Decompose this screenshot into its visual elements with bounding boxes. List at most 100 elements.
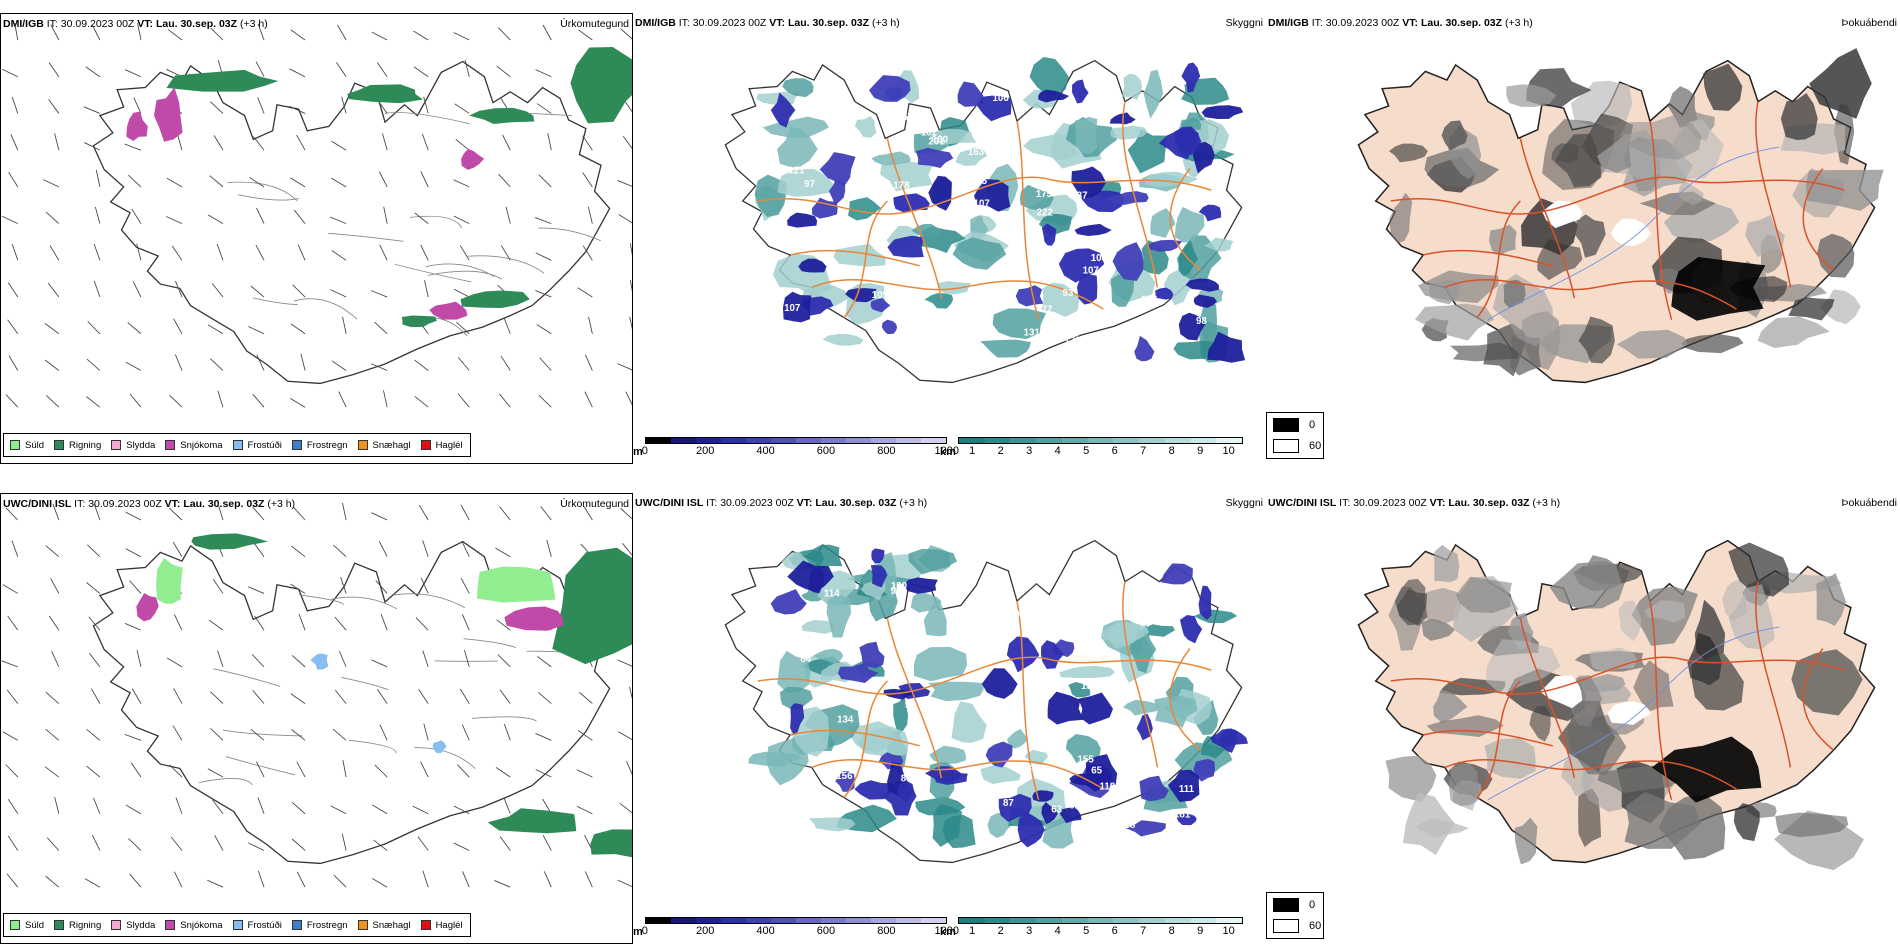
field-area <box>1185 278 1219 292</box>
cloud-value-label: 156 <box>836 771 853 782</box>
field-area <box>790 703 805 735</box>
wind-barb <box>380 613 388 631</box>
wind-barb <box>543 871 552 888</box>
field-area <box>1179 615 1203 644</box>
wind-barb <box>171 245 183 261</box>
wind-barb <box>170 836 183 851</box>
scale-swatch <box>720 918 746 923</box>
wind-barb <box>546 539 552 557</box>
legend-swatch <box>165 920 176 930</box>
wind-barb <box>176 133 183 151</box>
wind-barb <box>212 578 224 594</box>
contour-line <box>341 677 389 691</box>
wind-barb <box>169 394 183 408</box>
field-area <box>1728 584 1775 650</box>
wind-barb <box>588 316 593 334</box>
wind-barb <box>414 212 429 224</box>
field-name: Úrkomutegund <box>560 498 629 510</box>
road-line <box>843 200 888 319</box>
wind-barb <box>54 133 60 151</box>
field-area <box>1780 93 1818 140</box>
wind-barb <box>7 319 19 335</box>
wind-barb <box>89 652 101 668</box>
wind-barb <box>460 577 470 594</box>
wind-barb <box>93 243 101 261</box>
field-area <box>1574 214 1606 258</box>
wind-barb <box>587 206 593 224</box>
wind-barb <box>456 764 470 778</box>
wind-barb <box>125 511 142 521</box>
field-area <box>845 288 877 303</box>
field-area <box>1041 282 1080 317</box>
wind-barb <box>535 69 552 78</box>
wind-barb <box>6 689 19 704</box>
wind-barb <box>91 834 101 851</box>
wind-barb <box>617 659 632 667</box>
scale-swatch <box>645 918 671 923</box>
field-area <box>837 663 879 684</box>
legend-label: Súld <box>25 439 45 451</box>
field-area <box>1038 89 1070 103</box>
wind-barb <box>539 357 552 371</box>
wind-barb <box>91 24 101 41</box>
wind-barb <box>209 175 224 188</box>
wind-barb <box>169 764 183 778</box>
wind-barb <box>253 542 265 557</box>
fog-swatch-light <box>1273 439 1299 453</box>
field-area <box>552 547 632 665</box>
road-line <box>1755 581 1792 768</box>
wind-barb <box>377 689 388 704</box>
field-area <box>1059 806 1082 824</box>
legend-swatch <box>165 440 176 450</box>
field-area <box>1733 803 1760 842</box>
scale-swatch <box>1139 438 1165 443</box>
legend-label: Haglél <box>435 919 463 931</box>
wind-barb <box>290 583 306 594</box>
field-area <box>1078 692 1114 725</box>
scale-swatch <box>1061 918 1088 923</box>
field-area <box>1618 600 1642 642</box>
field-area <box>1616 329 1688 359</box>
wind-barb <box>453 288 470 298</box>
wind-barb <box>584 354 593 371</box>
field-area <box>1448 763 1480 807</box>
wind-barb <box>14 22 19 41</box>
wind-barb <box>214 835 224 851</box>
wind-barb <box>129 580 142 594</box>
wind-barb <box>210 728 224 741</box>
wind-barb <box>576 805 593 815</box>
legend-label: Rigning <box>69 919 102 931</box>
legend-swatch <box>357 920 368 930</box>
wind-barb <box>296 761 306 778</box>
wind-barb <box>7 835 19 851</box>
cloud-panel-bottom: UWC/DINI ISL IT: 30.09.2023 00Z VT: Lau.… <box>633 493 1266 944</box>
wind-barb <box>86 358 101 371</box>
wind-barb <box>298 613 306 631</box>
field-area <box>1805 169 1884 211</box>
wind-barb <box>210 691 224 704</box>
field-area <box>1174 206 1205 243</box>
wind-barb <box>457 356 470 371</box>
legend-label: Frostúði <box>247 919 282 931</box>
field-area <box>590 829 632 858</box>
field-area <box>904 577 938 594</box>
cloud-value-label: 98 <box>1196 316 1207 327</box>
field-area <box>504 606 564 631</box>
scale-swatch <box>895 918 921 923</box>
scale-swatch <box>870 438 896 443</box>
field-area <box>762 116 830 138</box>
field-area <box>777 650 811 693</box>
wind-barb <box>289 105 306 114</box>
cloud-value-label: 131 <box>1024 328 1041 339</box>
field-area <box>980 339 1031 358</box>
wind-barb <box>618 214 632 224</box>
wind-barb <box>45 545 60 558</box>
wind-barb <box>249 177 265 188</box>
wind-barb <box>207 768 224 778</box>
wind-barb <box>629 279 632 292</box>
cloud-value-label: 222 <box>1037 207 1054 218</box>
wind-barb <box>173 688 183 704</box>
legend-item: Frostregn <box>291 920 348 931</box>
cloud-value-label: 137 <box>1071 190 1087 201</box>
wind-barb <box>342 316 347 334</box>
